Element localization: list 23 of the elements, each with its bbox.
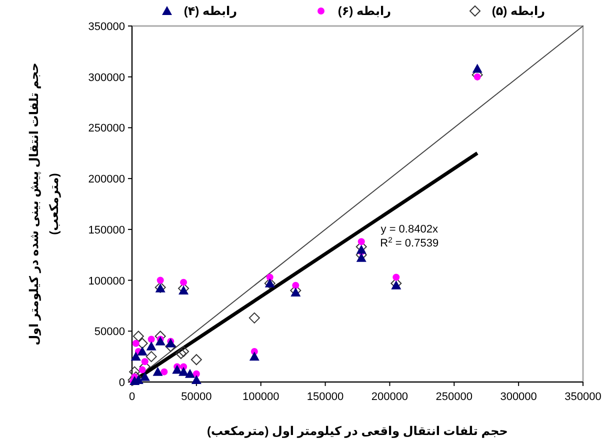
y-tick-label: 0 bbox=[118, 377, 125, 389]
x-tick-label: 200000 bbox=[371, 391, 408, 403]
annotation: y = 0.8402x bbox=[380, 223, 438, 236]
x-tick-label: 50000 bbox=[181, 391, 212, 403]
x-tick-label: 0 bbox=[128, 391, 136, 403]
x-tick-label: 300000 bbox=[500, 391, 537, 403]
x-tick-label: 250000 bbox=[436, 391, 472, 403]
annotation: R$^{2}$ = 0.7539 bbox=[380, 234, 439, 250]
y-tick-label: 200000 bbox=[88, 174, 125, 186]
y-tick-label: 250000 bbox=[88, 122, 125, 135]
x-tick-label: 350000 bbox=[564, 391, 602, 403]
x-axis-title: حجم تلفات انتقال واقعی در کیلومتر اول (مترمکعب) bbox=[207, 424, 508, 438]
y-axis-title: حجم تلفات انتقال پیش بینی شده در کیلومتر اول (مترمکعب) bbox=[27, 62, 61, 346]
x-tick-label: 150000 bbox=[306, 391, 344, 403]
y-tick-label: 100000 bbox=[88, 275, 125, 288]
legend-label: رابطه (۶) bbox=[338, 4, 392, 18]
legend-label: رابطه (۵) bbox=[492, 4, 546, 18]
legend-label: رابطه (۴) bbox=[184, 4, 238, 18]
y-tick-label: 300000 bbox=[88, 72, 125, 84]
y-tick-label: 50000 bbox=[94, 326, 125, 338]
x-tick-label: 100000 bbox=[242, 391, 280, 403]
y-tick-label: 350000 bbox=[88, 21, 125, 33]
y-tick-label: 150000 bbox=[88, 224, 125, 236]
